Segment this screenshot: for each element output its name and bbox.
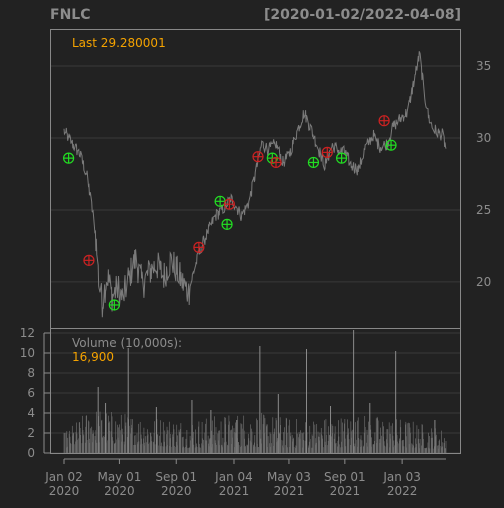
trade-markers (63, 115, 397, 311)
buy-marker (221, 218, 233, 230)
x-tick-year-label: 2021 (274, 484, 305, 498)
x-tick-label: Sep 01 (155, 470, 197, 484)
date-range-title: [2020-01-02/2022-04-08] (264, 7, 461, 23)
price-y-tick-label: 25 (476, 203, 491, 217)
price-y-tick-label: 30 (476, 131, 491, 145)
x-tick-year-label: 2021 (330, 484, 361, 498)
x-tick-label: May 01 (97, 470, 141, 484)
volume-last-label: 16,900 (72, 350, 114, 364)
price-y-axis: 20 25 30 35 (476, 59, 491, 289)
buy-marker (214, 195, 226, 207)
x-tick-year-label: 2021 (219, 484, 250, 498)
x-tick-year-label: 2020 (49, 484, 80, 498)
volume-y-axis: 0 2 4 6 8 10 12 (20, 326, 50, 460)
price-y-tick-label: 35 (476, 59, 491, 73)
x-tick-year-label: 2022 (387, 484, 418, 498)
price-grid (51, 65, 460, 283)
last-price-label: Last 29.280001 (72, 36, 166, 50)
x-tick-label: Jan 02 (44, 470, 83, 484)
volume-y-tick-label: 6 (27, 386, 35, 400)
x-tick-label: Jan 04 (214, 470, 253, 484)
price-y-tick-label: 20 (476, 275, 491, 289)
x-tick-label: Jan 03 (382, 470, 421, 484)
sell-marker (270, 156, 282, 169)
price-series-line (63, 51, 447, 318)
buy-marker (108, 299, 120, 311)
x-tick-label: May 03 (267, 470, 311, 484)
price-line-layer (63, 51, 447, 318)
buy-marker (307, 156, 320, 169)
sell-marker (252, 151, 264, 163)
sell-marker (378, 115, 390, 127)
volume-y-tick-label: 2 (27, 426, 35, 440)
volume-y-tick-label: 10 (20, 346, 35, 360)
sell-marker (223, 198, 235, 210)
volume-bars (63, 330, 447, 453)
symbol-title: FNLC (50, 7, 90, 23)
buy-marker (63, 152, 75, 164)
buy-marker (385, 139, 397, 151)
volume-y-tick-label: 12 (20, 326, 35, 340)
sell-marker (83, 254, 95, 266)
volume-y-tick-label: 8 (27, 366, 35, 380)
x-tick-year-label: 2020 (161, 484, 192, 498)
volume-y-tick-label: 4 (27, 406, 35, 420)
sell-marker (193, 241, 205, 253)
volume-panel-frame (50, 328, 461, 454)
volume-title: Volume (10,000s): (72, 336, 182, 350)
x-tick-year-label: 2020 (104, 484, 135, 498)
sell-marker (321, 146, 333, 158)
x-tick-label: Sep 01 (324, 470, 366, 484)
buy-marker (336, 152, 348, 164)
volume-y-tick-label: 0 (27, 446, 35, 460)
